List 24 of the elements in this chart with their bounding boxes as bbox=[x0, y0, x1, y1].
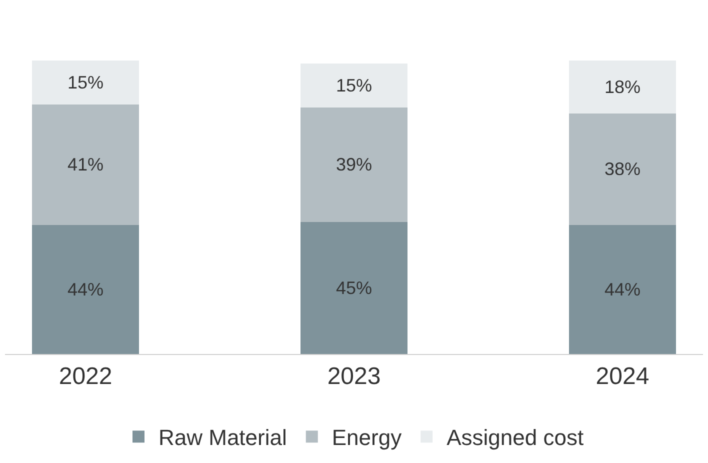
bar bbox=[32, 60, 140, 104]
legend-label: Energy bbox=[332, 425, 402, 450]
data-label: 15% bbox=[68, 72, 104, 92]
bar bbox=[568, 224, 676, 354]
data-label: 44% bbox=[68, 279, 104, 300]
x-tick-label: 2023 bbox=[327, 362, 381, 390]
x-tick-label: 2024 bbox=[596, 362, 650, 390]
bar bbox=[568, 113, 676, 225]
bar bbox=[300, 63, 408, 108]
data-label: 45% bbox=[336, 278, 372, 298]
data-label: 18% bbox=[604, 76, 640, 97]
data-label: 15% bbox=[336, 75, 372, 96]
data-label: 44% bbox=[604, 279, 640, 300]
data-label: 41% bbox=[68, 154, 104, 175]
bar bbox=[300, 107, 408, 222]
x-tick-label: 2022 bbox=[58, 362, 112, 390]
bar bbox=[568, 60, 676, 114]
legend-label: Raw Material bbox=[158, 425, 287, 450]
legend-label: Assigned cost bbox=[446, 425, 584, 450]
bar bbox=[32, 104, 140, 225]
data-label: 39% bbox=[336, 154, 372, 175]
data-label: 38% bbox=[604, 159, 640, 180]
bar bbox=[32, 224, 140, 354]
bar bbox=[300, 222, 408, 354]
